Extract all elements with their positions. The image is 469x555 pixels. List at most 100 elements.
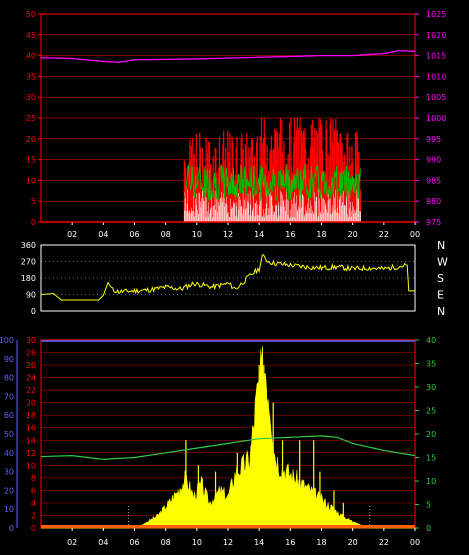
solar-tick-label: 24 bbox=[26, 374, 36, 383]
pressure-axis-label: Pressione bbox=[372, 0, 425, 13]
temperature-tick-label: 0 bbox=[426, 524, 431, 533]
weather-x-tick-label: 16 bbox=[285, 538, 295, 547]
weather-x-tick-label: 10 bbox=[192, 538, 202, 547]
direction-letter: N bbox=[437, 305, 445, 318]
temperature-tick-label: 15 bbox=[426, 454, 436, 463]
direction-tick-label: 90 bbox=[26, 291, 36, 300]
temperature-line bbox=[40, 435, 416, 460]
direction-letter: N bbox=[437, 239, 445, 252]
humidity-axis-label: Umidita bbox=[66, 321, 109, 334]
solar-tick-label: 8 bbox=[31, 474, 36, 483]
wind-x-tick-label: 20 bbox=[348, 230, 358, 239]
wind-tick-label: 20 bbox=[26, 135, 36, 144]
direction-series bbox=[40, 254, 415, 301]
direction-panel-grid bbox=[41, 261, 415, 295]
pressure-tick-label: 995 bbox=[426, 135, 441, 144]
temperature-series bbox=[40, 435, 416, 460]
wind-series bbox=[183, 118, 361, 222]
solar-tick-label: 16 bbox=[26, 424, 36, 433]
wind-tick-label: 5 bbox=[31, 197, 36, 206]
wind-x-tick-label: 06 bbox=[129, 230, 139, 239]
direction-line bbox=[40, 254, 415, 301]
weather-x-tick-label: 06 bbox=[129, 538, 139, 547]
rain-tick-label: 100 bbox=[0, 336, 14, 345]
temperature-tick-label: 25 bbox=[426, 407, 436, 416]
solar-tick-label: 26 bbox=[26, 361, 36, 370]
direction-tick-label: 360 bbox=[21, 241, 36, 250]
wind-tick-label: 35 bbox=[26, 72, 36, 81]
wind-tick-label: 30 bbox=[26, 93, 36, 102]
solar-tick-label: 18 bbox=[26, 411, 36, 420]
direction-tick-label: 270 bbox=[21, 258, 36, 267]
rain-tick-label: 20 bbox=[4, 486, 14, 495]
wind-x-tick-label: 12 bbox=[223, 230, 233, 239]
sunset-label: Sun Set bbox=[350, 492, 381, 501]
solar-tick-label: 10 bbox=[26, 461, 36, 470]
wind-x-tick-label: 08 bbox=[161, 230, 171, 239]
weather-x-tick-label: 14 bbox=[254, 538, 264, 547]
rain-baseline bbox=[41, 525, 415, 528]
pressure-tick-label: 980 bbox=[426, 197, 441, 206]
rain-tick-label: 30 bbox=[4, 468, 14, 477]
pressure-tick-label: 990 bbox=[426, 156, 441, 165]
pressure-series bbox=[40, 49, 416, 63]
temperature-tick-label: 10 bbox=[426, 477, 436, 486]
wind-x-tick-label: 14 bbox=[254, 230, 264, 239]
weather-x-tick-label: 08 bbox=[161, 538, 171, 547]
pressure-tick-label: 985 bbox=[426, 176, 441, 185]
temperature-tick-label: 35 bbox=[426, 360, 436, 369]
rain-tick-label: 60 bbox=[4, 411, 14, 420]
weather-x-tick-label: 20 bbox=[348, 538, 358, 547]
wind-axis-label: Forza vento bbox=[6, 0, 71, 13]
solar-tick-label: 6 bbox=[31, 486, 36, 495]
sunrise-label: Sun Rise bbox=[110, 492, 145, 501]
wind-tick-label: 15 bbox=[26, 156, 36, 165]
solar-tick-label: 22 bbox=[26, 386, 36, 395]
rain-tick-label: 70 bbox=[4, 392, 14, 401]
solar-tick-label: 30 bbox=[26, 336, 36, 345]
pressure-tick-label: 1015 bbox=[426, 52, 446, 61]
weather-x-tick-label: 04 bbox=[98, 538, 108, 547]
wind-tick-label: 50 bbox=[26, 10, 36, 19]
solar-tick-label: 0 bbox=[31, 524, 36, 533]
solar-tick-label: 4 bbox=[31, 499, 36, 508]
temperature-axis-label: Temperatura bbox=[310, 321, 381, 334]
wind-tick-label: 40 bbox=[26, 52, 36, 61]
direction-letter: W bbox=[437, 256, 448, 269]
pressure-tick-label: 1005 bbox=[426, 93, 446, 102]
wind-x-tick-label: 10 bbox=[192, 230, 202, 239]
weather-x-tick-label: 22 bbox=[379, 538, 389, 547]
rain-tick-label: 50 bbox=[4, 430, 14, 439]
weather-x-tick-label: 00 bbox=[410, 538, 420, 547]
wind-x-tick-label: 00 bbox=[410, 230, 420, 239]
axis-ticks: 0510152025303540455097598098599099510001… bbox=[0, 10, 446, 547]
wind-x-tick-label: 18 bbox=[316, 230, 326, 239]
temperature-tick-label: 40 bbox=[426, 336, 436, 345]
solar-tick-label: 28 bbox=[26, 349, 36, 358]
pressure-tick-label: 1020 bbox=[426, 31, 446, 40]
wind-tick-label: 45 bbox=[26, 31, 36, 40]
temperature-tick-label: 30 bbox=[426, 383, 436, 392]
wind-tick-label: 25 bbox=[26, 114, 36, 123]
weather-x-tick-label: 18 bbox=[316, 538, 326, 547]
solar-axis-label: Solar bbox=[117, 321, 146, 334]
wind-x-tick-label: 02 bbox=[67, 230, 77, 239]
rain-axis-label: Pioggia bbox=[1, 321, 41, 334]
pressure-tick-label: 1010 bbox=[426, 72, 446, 81]
pressure-tick-label: 975 bbox=[426, 218, 441, 227]
rain-tick-label: 90 bbox=[4, 355, 14, 364]
chart-title: 24 hour graph data 11 Giugno 2020 bbox=[172, 0, 370, 12]
wind-x-tick-label: 22 bbox=[379, 230, 389, 239]
rain-tick-label: 40 bbox=[4, 449, 14, 458]
wind-x-tick-label: 16 bbox=[285, 230, 295, 239]
solar-tick-label: 12 bbox=[26, 449, 36, 458]
solar-tick-label: 20 bbox=[26, 399, 36, 408]
solar-tick-label: 2 bbox=[31, 511, 36, 520]
gust-line bbox=[183, 164, 361, 202]
pressure-tick-label: 1025 bbox=[426, 10, 446, 19]
direction-letter: S bbox=[437, 272, 444, 285]
rain-tick-label: 10 bbox=[4, 505, 14, 514]
pressure-line bbox=[40, 49, 416, 63]
